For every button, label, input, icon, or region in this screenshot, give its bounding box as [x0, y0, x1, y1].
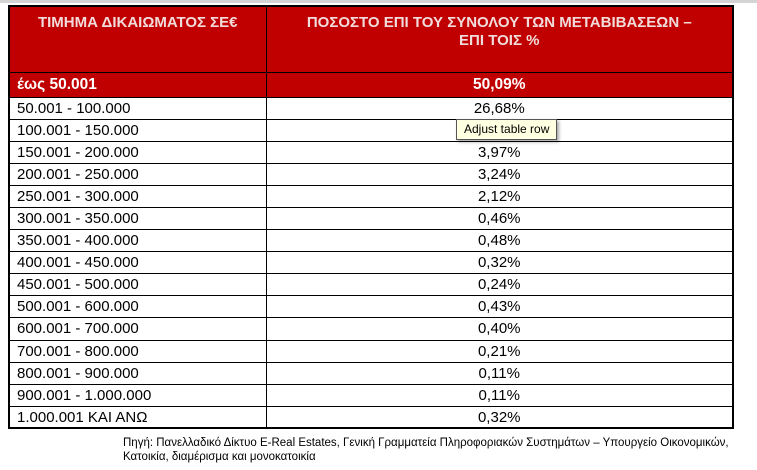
price-range-cell: 700.001 - 800.000	[8, 339, 267, 363]
table-row[interactable]: 350.001 - 400.000 0,48%	[8, 229, 734, 253]
price-range-cell: 450.001 - 500.000	[8, 273, 267, 297]
price-range-cell: 250.001 - 300.000	[8, 184, 267, 208]
price-range-cell: 300.001 - 350.000	[8, 206, 267, 231]
price-range-cell: 150.001 - 200.000	[8, 140, 267, 164]
percentage-cell: 0,11%	[265, 383, 734, 407]
table-row[interactable]: 150.001 - 200.000 3,97%	[8, 140, 734, 164]
percentage-cell: 0,24%	[265, 273, 734, 297]
price-range-cell: 900.001 - 1.000.000	[8, 383, 267, 407]
price-range-cell: 350.001 - 400.000	[8, 229, 267, 253]
table-row[interactable]: 500.001 - 600.000 0,43%	[8, 295, 734, 319]
table-row[interactable]: 200.001 - 250.000 3,24%	[8, 162, 734, 186]
percentage-cell: 0,46%	[265, 206, 734, 231]
percentage-cell: 50,09%	[265, 71, 734, 98]
table-row[interactable]: 250.001 - 300.000 2,12%	[8, 184, 734, 208]
table-row[interactable]: 600.001 - 700.000 0,40%	[8, 317, 734, 341]
price-range-cell: 50.001 - 100.000	[8, 96, 267, 120]
table-row[interactable]: 450.001 - 500.000 0,24%	[8, 273, 734, 297]
percentage-cell: 3,24%	[265, 162, 734, 186]
percentage-cell: 0,32%	[265, 251, 734, 275]
adjust-table-row-tooltip: Adjust table row	[456, 119, 558, 140]
table-row[interactable]: 100.001 - 150.000	[8, 118, 734, 142]
price-range-cell: 200.001 - 250.000	[8, 162, 267, 186]
price-range-cell: 400.001 - 450.000	[8, 251, 267, 275]
table-row-highlighted[interactable]: έως 50.001 50,09%	[8, 71, 734, 98]
table-row[interactable]: 800.001 - 900.000 0,11%	[8, 361, 734, 385]
table-row[interactable]: 400.001 - 450.000 0,32%	[8, 251, 734, 275]
percentage-cell: 0,32%	[265, 405, 734, 429]
table-row[interactable]: 700.001 - 800.000 0,21%	[8, 339, 734, 363]
table-header-row: ΤΙΜΗΜΑ ΔΙΚΑΙΩΜΑΤΟΣ ΣΕ€ ΠΟΣΟΣΤΟ ΕΠΙ ΤΟΥ Σ…	[8, 5, 734, 73]
col-header-price-range: ΤΙΜΗΜΑ ΔΙΚΑΙΩΜΑΤΟΣ ΣΕ€	[8, 5, 267, 73]
table-row[interactable]: 300.001 - 350.000 0,46%	[8, 206, 734, 231]
col-header-percentage-line2: ΕΠΙ ΤΟΙΣ %	[459, 32, 540, 49]
price-range-cell: 600.001 - 700.000	[8, 317, 267, 341]
table-row[interactable]: 1.000.001 ΚΑΙ ΑΝΩ 0,32%	[8, 405, 734, 429]
price-range-cell: 1.000.001 ΚΑΙ ΑΝΩ	[8, 405, 267, 429]
price-range-cell: 800.001 - 900.000	[8, 361, 267, 385]
percentage-cell: 3,97%	[265, 140, 734, 164]
percentage-cell: 2,12%	[265, 184, 734, 208]
screenshot-top-border	[0, 0, 757, 3]
percentage-cell: 0,11%	[265, 361, 734, 385]
col-header-percentage-line1: ΠΟΣΟΣΤΟ ΕΠΙ ΤΟΥ ΣΥΝΟΛΟΥ ΤΩΝ ΜΕΤΑΒΙΒΑΣΕΩΝ…	[306, 14, 692, 31]
percentage-cell: 0,48%	[265, 229, 734, 253]
percentage-cell: 26,68%	[265, 96, 734, 120]
source-note-line1: Πηγή: Πανελλαδικό Δίκτυο E-Real Estates,…	[123, 437, 729, 449]
price-range-cell: 100.001 - 150.000	[8, 118, 267, 142]
percentage-cell: 0,40%	[265, 317, 734, 341]
col-header-percentage: ΠΟΣΟΣΤΟ ΕΠΙ ΤΟΥ ΣΥΝΟΛΟΥ ΤΩΝ ΜΕΤΑΒΙΒΑΣΕΩΝ…	[265, 5, 734, 73]
source-note-line2: Κατοικία, διαμέρισμα και μονοκατοικία	[123, 450, 316, 463]
table-row[interactable]: 900.001 - 1.000.000 0,11%	[8, 383, 734, 407]
source-note: Πηγή: Πανελλαδικό Δίκτυο E-Real Estates,…	[123, 437, 729, 464]
price-range-cell: έως 50.001	[8, 71, 267, 98]
percentage-cell: 0,43%	[265, 295, 734, 319]
table-row[interactable]: 50.001 - 100.000 26,68%	[8, 96, 734, 120]
price-range-cell: 500.001 - 600.000	[8, 295, 267, 319]
percentage-cell: 0,21%	[265, 339, 734, 363]
transfer-percentage-table: ΤΙΜΗΜΑ ΔΙΚΑΙΩΜΑΤΟΣ ΣΕ€ ΠΟΣΟΣΤΟ ΕΠΙ ΤΟΥ Σ…	[8, 5, 734, 430]
